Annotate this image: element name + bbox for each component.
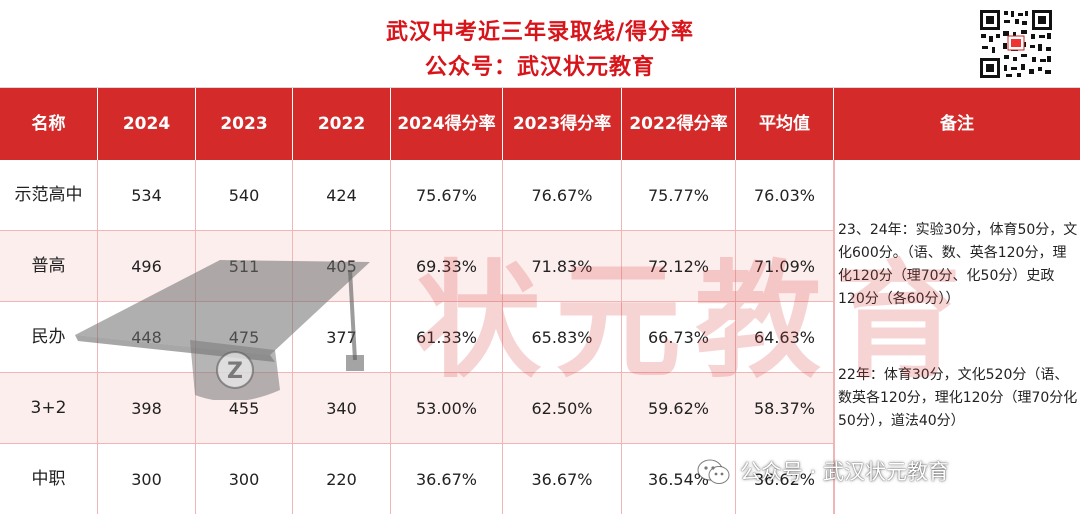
cell-2023-rate: 36.67% <box>503 444 622 514</box>
cell-name: 3+2 <box>0 373 98 444</box>
header-2023: 2023 <box>196 88 293 160</box>
cell-2024: 534 <box>98 160 196 231</box>
cell-2023-rate: 76.67% <box>503 160 622 231</box>
graduation-cap-icon: Z <box>75 260 370 400</box>
cell-2022: 340 <box>293 373 391 444</box>
cell-average: 58.37% <box>736 373 834 444</box>
cell-name: 中职 <box>0 444 98 514</box>
note-2022: 22年：体育30分，文化520分（语、数英各120分，理化120分（理70分化5… <box>838 367 1078 429</box>
cell-average: 76.03% <box>736 160 834 231</box>
cell-2022-rate: 75.77% <box>622 160 736 231</box>
cell-2024-rate: 69.33% <box>391 231 503 302</box>
wechat-icon <box>697 459 730 484</box>
note-2023-2024: 23、24年：实验30分，体育50分，文化600分。（语、数、英各120分，理化… <box>838 222 1078 307</box>
header-2022: 2022 <box>293 88 391 160</box>
cell-2023-rate: 62.50% <box>503 373 622 444</box>
header-notes: 备注 <box>940 114 974 134</box>
cell-2024-rate: 61.33% <box>391 302 503 373</box>
title-area: 武汉中考近三年录取线/得分率 公众号：武汉状元教育 <box>0 0 1080 88</box>
cell-2023: 540 <box>196 160 293 231</box>
cell-2022-rate: 36.54% <box>622 444 736 514</box>
header-2024: 2024 <box>98 88 196 160</box>
cell-2022: 220 <box>293 444 391 514</box>
cell-average: 64.63% <box>736 302 834 373</box>
header-name: 名称 <box>0 88 98 160</box>
cell-2024: 398 <box>98 373 196 444</box>
cell-average: 36.62% <box>736 444 834 514</box>
cell-2023: 300 <box>196 444 293 514</box>
cell-2022: 377 <box>293 302 391 373</box>
cell-average: 71.09% <box>736 231 834 302</box>
cell-2024-rate: 36.67% <box>391 444 503 514</box>
header-2024-rate: 2024得分率 <box>391 88 503 160</box>
footer-account-name: 公众号 · 武汉状元教育 <box>740 460 950 484</box>
cell-name: 普高 <box>0 231 98 302</box>
cell-2024: 300 <box>98 444 196 514</box>
cell-2022: 424 <box>293 160 391 231</box>
cell-2022-rate: 59.62% <box>622 373 736 444</box>
cell-2023: 455 <box>196 373 293 444</box>
cell-2024-rate: 75.67% <box>391 160 503 231</box>
cell-2024-rate: 53.00% <box>391 373 503 444</box>
cell-2023-rate: 65.83% <box>503 302 622 373</box>
header-average: 平均值 <box>736 88 834 160</box>
notes-cell <box>834 160 1080 514</box>
cell-2022-rate: 66.73% <box>622 302 736 373</box>
page-subtitle: 公众号：武汉状元教育 <box>424 55 655 80</box>
cell-2023-rate: 71.83% <box>503 231 622 302</box>
header-2023-rate: 2023得分率 <box>503 88 622 160</box>
page-title: 武汉中考近三年录取线/得分率 <box>385 20 695 45</box>
header-2022-rate: 2022得分率 <box>622 88 736 160</box>
watermark-text: 状元教育 <box>415 247 975 395</box>
cell-name: 示范高中 <box>0 160 98 231</box>
cell-2022-rate: 72.12% <box>622 231 736 302</box>
table-header: 名称 2024 2023 2022 2024得分率 2023得分率 2022得分… <box>0 88 1080 160</box>
qr-code-icon <box>977 7 1055 81</box>
cap-letter: Z <box>227 359 243 384</box>
